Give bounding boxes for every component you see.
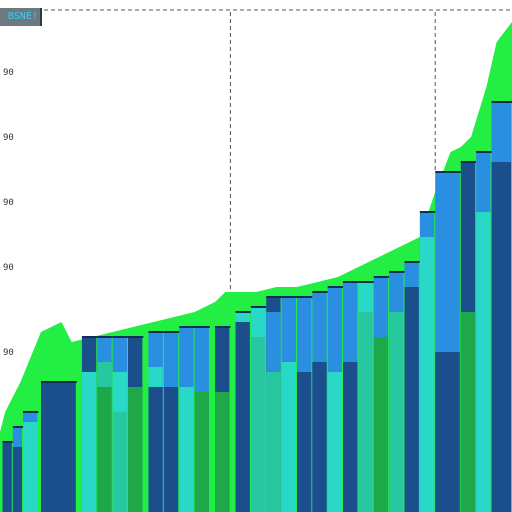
bar-segment (491, 162, 511, 512)
bar-group (343, 281, 359, 512)
y-tick-label: 90 (3, 133, 14, 143)
bar-group (235, 311, 251, 512)
y-tick-label: 90 (3, 68, 14, 78)
bar-group (179, 326, 195, 512)
y-tick-label: 90 (3, 263, 14, 273)
bar-segment (358, 312, 373, 512)
bar-segment (389, 312, 404, 512)
bar-group (81, 336, 98, 512)
bar-segment (476, 212, 491, 512)
bar-group (12, 426, 24, 512)
bar-segment (343, 362, 358, 512)
bar-group (128, 336, 144, 512)
bar-segment (179, 387, 194, 512)
bar-group (491, 101, 512, 512)
bar-segment (97, 387, 112, 512)
y-tick-label: 90 (3, 348, 14, 358)
bar-group (112, 336, 128, 512)
bar-segment (460, 312, 476, 512)
bar-group (296, 296, 313, 512)
bar-segment (112, 412, 127, 512)
bar-segment (435, 352, 460, 512)
bar-segment (404, 287, 419, 512)
bar-group (97, 336, 113, 512)
bar-group (327, 286, 344, 512)
bar-group (250, 306, 267, 512)
bar-group (476, 151, 492, 512)
bar-segment (81, 372, 97, 512)
bar-segment (281, 362, 296, 512)
bar-group (40, 381, 77, 512)
bar-segment (215, 392, 230, 512)
bar-group (23, 411, 39, 512)
bar-group (194, 326, 210, 512)
y-tick-label: 90 (3, 198, 14, 208)
bar-group (281, 296, 297, 512)
bar-group (312, 291, 328, 512)
bar-group (163, 331, 180, 512)
bar-group (389, 271, 405, 512)
bar-segment (2, 442, 12, 512)
bar-group (266, 296, 282, 512)
bar-segment (419, 237, 435, 512)
legend-tag: BSNE! (0, 8, 42, 26)
bar-group (358, 281, 374, 512)
bar-segment (373, 337, 389, 512)
bar-segment (250, 337, 266, 512)
bar-segment (23, 422, 38, 512)
bar-segment (312, 362, 327, 512)
bar-group (373, 276, 390, 512)
bar-group (435, 171, 461, 512)
bar-segment (128, 387, 143, 512)
bar-group (460, 161, 477, 512)
bar-group (2, 441, 13, 512)
bar-group (215, 326, 231, 512)
bar-segment (12, 447, 23, 512)
bar-group (419, 211, 436, 512)
bar-segment (40, 382, 76, 512)
bar-group (404, 261, 420, 512)
bar-segment (327, 372, 343, 512)
bar-segment (148, 387, 163, 512)
bar-segment (235, 322, 250, 512)
bar-segment (194, 392, 209, 512)
bar-segment (266, 372, 281, 512)
bar-segment (163, 387, 179, 512)
bar-group (148, 331, 164, 512)
bar-segment (296, 372, 312, 512)
